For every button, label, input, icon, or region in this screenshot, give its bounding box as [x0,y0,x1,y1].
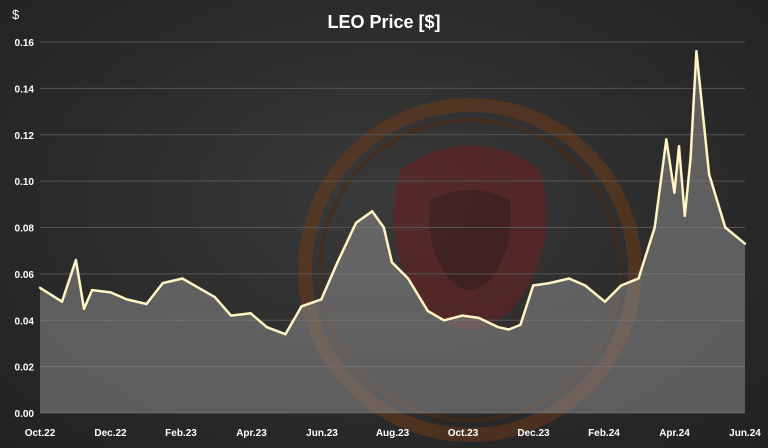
y-tick-label: 0.08 [15,224,35,235]
price-point [677,145,681,148]
price-series [38,50,747,414]
price-line [39,50,746,336]
x-tick-label: Apr.24 [659,428,690,439]
price-point [695,50,698,53]
price-point [320,298,323,301]
y-tick-label: 0.10 [15,177,35,188]
price-point [548,281,551,285]
x-tick-label: Jun.23 [306,428,338,439]
price-point [300,305,303,308]
price-point [532,284,535,287]
price-point [38,286,42,289]
x-tick-label: Jun.24 [729,428,761,439]
price-point [637,277,640,280]
price-point [619,284,623,287]
y-tick-label: 0.14 [15,84,35,95]
x-tick-label: Oct.22 [25,428,56,439]
chart-title: LEO Price [$] [327,12,440,32]
lion-logo-watermark [298,98,642,442]
price-point [125,298,128,301]
price-point [584,284,587,287]
price-area-fill [40,51,745,414]
x-tick-label: Apr.23 [236,428,267,439]
price-point [689,156,692,160]
x-axis-ticks: Oct.22 Dec.22 Feb.23 Apr.23 Jun.23 Aug.23 Oct.… [25,428,762,439]
price-point [507,328,510,331]
x-tick-label: Aug.23 [376,428,410,439]
y-tick-label: 0.06 [15,270,35,281]
price-point [673,191,676,194]
x-tick-label: Oct.23 [448,428,479,439]
y-axis-ticks: 0.00 0.02 0.04 0.06 0.08 0.10 0.12 0.14 0.16 [15,38,35,420]
price-point [249,312,252,315]
y-tick-label: 0.12 [15,131,35,142]
price-point [426,309,429,313]
price-point [390,261,394,264]
price-point [665,138,668,141]
price-point [707,173,711,176]
price-point [567,277,571,280]
price-point [336,261,339,264]
price-point [724,226,727,229]
y-tick-label: 0.00 [15,409,35,420]
price-point [145,302,148,306]
price-point [229,314,233,317]
price-point [74,258,78,262]
price-point [497,326,500,329]
y-tick-label: 0.16 [15,38,35,49]
price-point [181,277,184,280]
price-point [265,326,269,329]
price-point [382,226,385,229]
x-tick-label: Feb.23 [165,428,197,439]
price-point [743,242,747,245]
y-tick-label: 0.04 [15,316,35,327]
price-point [683,214,686,218]
price-point [213,295,216,299]
x-tick-label: Feb.24 [588,428,620,439]
price-point [461,314,464,317]
price-point [284,333,287,336]
price-point [109,291,112,294]
price-point [406,277,410,280]
price-point [354,221,358,225]
y-axis-unit-label: $ [12,7,20,22]
x-tick-label: Dec.23 [517,428,550,439]
price-point [477,316,480,320]
price-point [442,319,446,322]
price-point [371,210,374,213]
price-point [197,286,200,289]
price-point [90,288,94,292]
price-point [82,307,86,310]
price-point [603,300,607,303]
price-point [60,300,64,303]
y-tick-label: 0.02 [15,363,35,374]
price-point [519,323,522,327]
price-point [161,281,164,285]
x-tick-label: Dec.22 [94,428,127,439]
price-point [653,226,656,229]
